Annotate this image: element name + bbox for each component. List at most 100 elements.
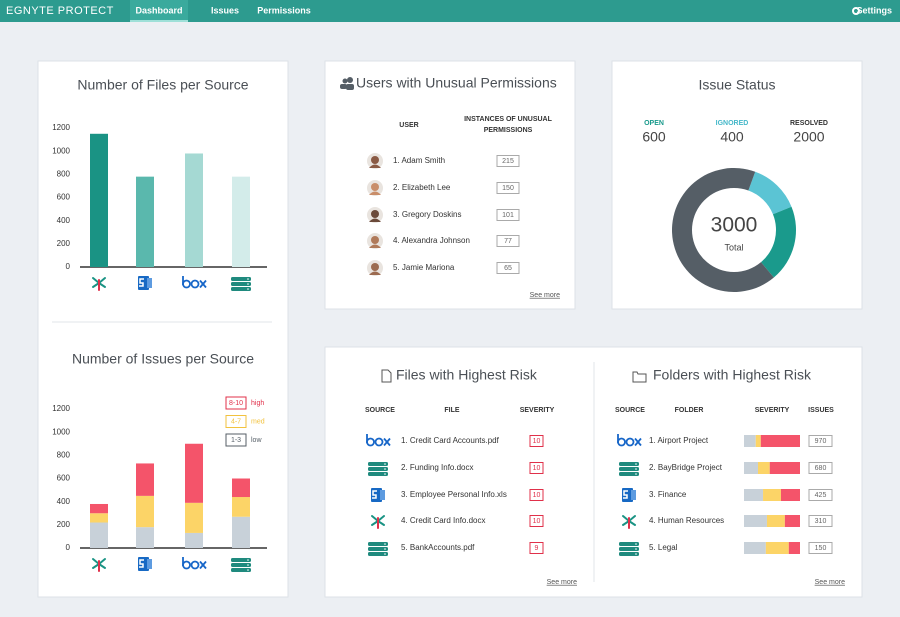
bar xyxy=(90,133,108,267)
user-name: 1. Adam Smith xyxy=(393,156,445,165)
icon-part xyxy=(231,563,251,567)
column-header: FILE xyxy=(444,407,459,414)
status-value: 400 xyxy=(720,129,744,145)
icon-part xyxy=(147,278,152,288)
icon-part xyxy=(199,560,207,570)
avatar-head xyxy=(371,236,379,244)
file-name: 5. BankAccounts.pdf xyxy=(401,543,475,552)
icon-part xyxy=(247,278,249,280)
donut-segment xyxy=(760,206,796,278)
icon-part xyxy=(635,543,637,545)
value-box xyxy=(808,515,833,527)
icon-part xyxy=(231,558,251,562)
y-tick-label: 800 xyxy=(57,450,71,459)
value-box xyxy=(808,462,833,474)
icon-part xyxy=(368,542,388,546)
see-more[interactable]: See more xyxy=(530,292,560,299)
column-header-box: INSTANCES OF UNUSUAL PERMISSIONS xyxy=(464,116,552,134)
active-underline xyxy=(130,20,188,22)
severity-box xyxy=(529,489,544,501)
icon-part xyxy=(384,543,386,545)
avatar-body xyxy=(369,271,381,275)
y-tick-label: 800 xyxy=(57,169,71,178)
severity-segment xyxy=(744,515,767,527)
icon-part xyxy=(384,473,386,475)
see-more[interactable]: See more xyxy=(815,579,845,586)
avatar-body xyxy=(369,244,381,248)
nav-dashboard[interactable]: Dashboard xyxy=(135,5,182,15)
egnyte-icon xyxy=(92,558,106,572)
user-instances: 65 xyxy=(504,265,512,272)
icon-part xyxy=(619,472,639,476)
nav-settings[interactable]: Settings xyxy=(856,5,892,15)
folder-name: 5. Legal xyxy=(649,543,678,552)
y-tick-label: 1200 xyxy=(52,123,70,132)
legend-range: 8-10 xyxy=(229,400,243,407)
y-tick-label: 400 xyxy=(57,497,71,506)
see-more[interactable]: See more xyxy=(547,579,577,586)
donut-segment xyxy=(671,168,774,292)
icon-part xyxy=(368,462,388,466)
file-icon xyxy=(381,369,392,383)
storage-icon xyxy=(231,558,251,572)
user-name: 4. Alexandra Johnson xyxy=(393,236,470,245)
y-tick-label: 600 xyxy=(57,474,71,483)
legend-label: low xyxy=(251,437,262,444)
donut-total-label: Total xyxy=(724,242,743,252)
icon-part xyxy=(231,282,251,286)
severity-segment xyxy=(744,542,766,554)
icon-part xyxy=(139,559,144,568)
bar-segment xyxy=(136,463,154,496)
legend-box xyxy=(225,396,247,410)
file-severity: 10 xyxy=(533,465,541,472)
gear-icon[interactable] xyxy=(852,7,860,15)
user-instances: 101 xyxy=(502,212,514,219)
icon-part xyxy=(368,467,388,471)
bar-segment xyxy=(185,532,203,548)
status-label: RESOLVED xyxy=(790,120,828,127)
y-tick-label: 0 xyxy=(66,543,71,552)
user-instances: 77 xyxy=(504,238,512,245)
nav-issues[interactable]: Issues xyxy=(211,5,239,15)
file-name: 1. Credit Card Accounts.pdf xyxy=(401,436,500,445)
column-header: INSTANCES OF UNUSUAL PERMISSIONS xyxy=(464,116,552,134)
panel-title: Files with Highest Risk xyxy=(396,367,538,383)
icon-part xyxy=(147,559,152,569)
avatar xyxy=(367,233,383,249)
column-header: SEVERITY xyxy=(755,407,790,414)
legend-range: 1-3 xyxy=(231,437,241,444)
icon-part xyxy=(617,437,626,447)
storage-icon xyxy=(619,462,639,476)
nav-bar xyxy=(0,0,900,22)
nav-permissions[interactable]: Permissions xyxy=(257,5,311,15)
file-severity: 10 xyxy=(533,518,541,525)
icon-part xyxy=(247,559,249,561)
icon-part xyxy=(199,279,207,289)
severity-box xyxy=(529,542,544,554)
icon-part xyxy=(380,490,385,500)
avatar-body xyxy=(369,164,381,168)
panel-title: Folders with Highest Risk xyxy=(653,367,812,383)
y-tick-label: 1000 xyxy=(52,146,70,155)
folder-name: 1. Airport Project xyxy=(649,436,709,445)
chart-title: Number of Issues per Source xyxy=(72,351,254,367)
folder-name: 4. Human Resources xyxy=(649,516,724,525)
storage-icon xyxy=(368,462,388,476)
icon-part xyxy=(231,287,251,291)
icon-part xyxy=(619,552,639,556)
icon-part xyxy=(384,468,386,470)
bar xyxy=(185,153,203,267)
y-tick-label: 0 xyxy=(66,262,71,271)
status-label: IGNORED xyxy=(716,120,749,127)
severity-segment xyxy=(760,435,800,447)
column-header: SEVERITY xyxy=(520,407,555,414)
legend-label: high xyxy=(251,400,264,407)
value-box xyxy=(496,262,520,274)
icon-part xyxy=(190,279,200,289)
value-box xyxy=(496,155,520,167)
donut-segment xyxy=(748,171,792,215)
bar-segment xyxy=(136,527,154,548)
icon-part xyxy=(182,279,191,289)
icon-part xyxy=(635,553,637,555)
avatar xyxy=(367,207,383,223)
